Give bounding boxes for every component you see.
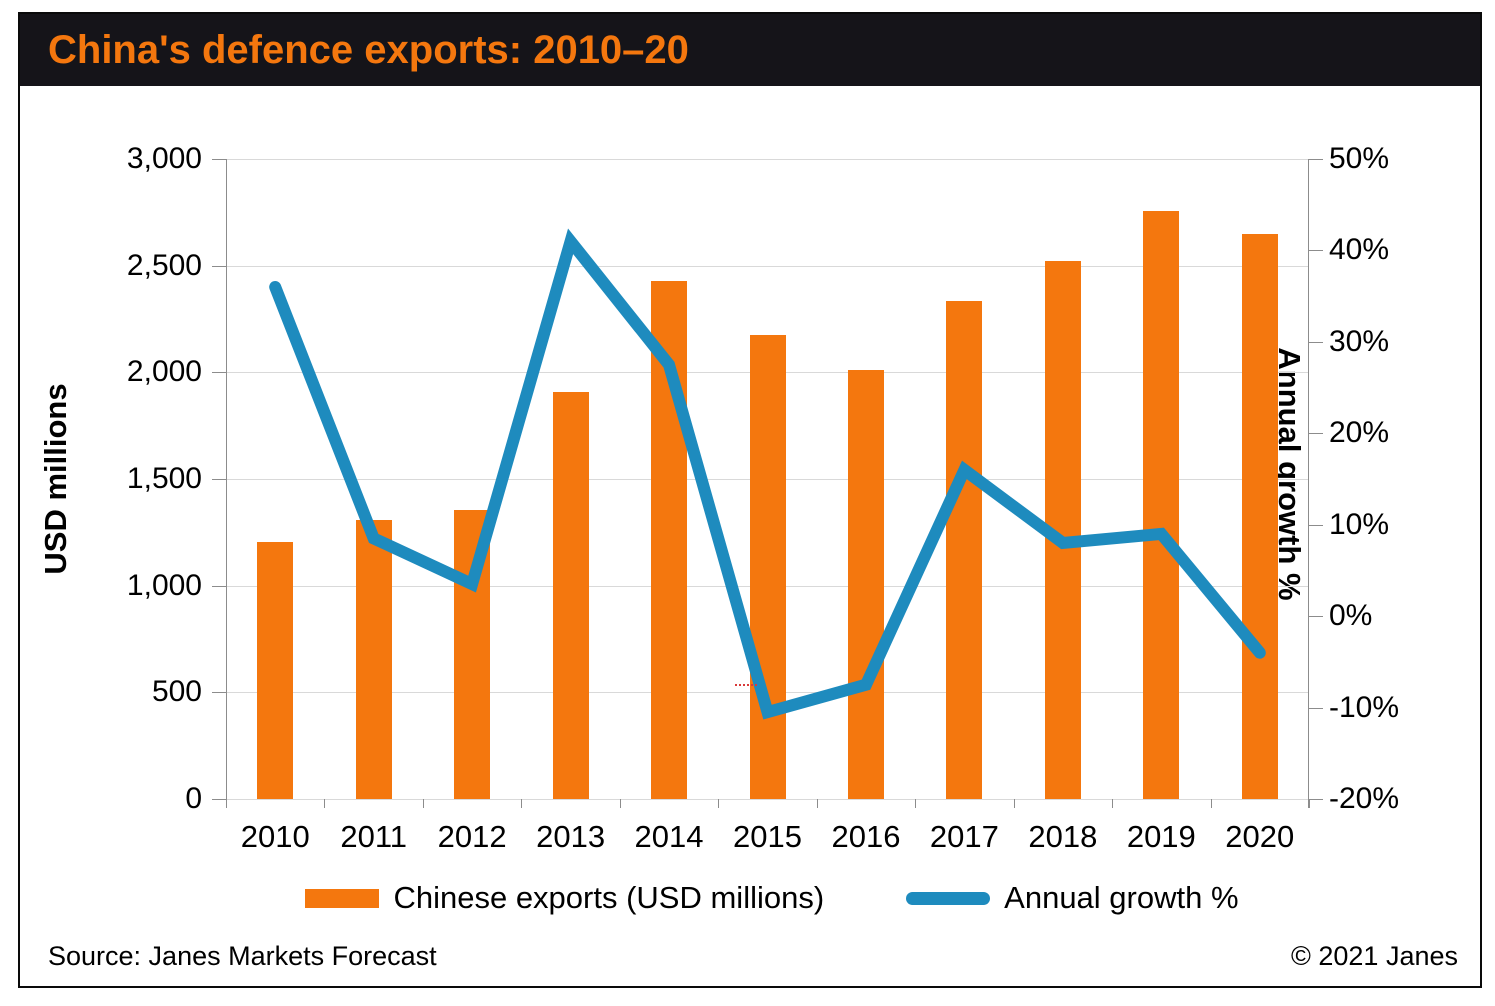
year-label: 2013 (536, 819, 606, 854)
right-axis-tick-label: 40% (1329, 233, 1390, 267)
left-axis-tick (212, 159, 226, 160)
legend: Chinese exports (USD millions) Annual gr… (42, 880, 1495, 916)
x-axis-tick (422, 799, 424, 808)
left-axis-tick-label: 0 (185, 782, 202, 815)
year-label: 2019 (1126, 819, 1196, 854)
plot-area: 3,000 2,500 2,000 1,500 1,000 500 0 50% 40% 30% 20… (127, 142, 1399, 854)
x-axis-tick (1309, 799, 1310, 808)
x-axis-tick (1013, 799, 1015, 808)
x-axis-tick (226, 799, 227, 808)
exports-legend-swatch (305, 888, 380, 908)
right-axis-tick (1309, 433, 1323, 435)
right-axis-tick-label: 50% (1329, 142, 1390, 175)
right-axis-tick (1309, 341, 1323, 343)
year-label: 2020 (1225, 819, 1295, 854)
left-axis-tick-label: 1,000 (126, 568, 202, 602)
growth-line-chart (269, 228, 1266, 720)
legend-item-exports: Chinese exports (USD millions) (305, 880, 824, 916)
year-label: 2010 (240, 819, 310, 854)
right-axis-tick-label: 30% (1329, 324, 1390, 358)
growth-legend-label: Annual growth % (1004, 880, 1239, 915)
left-axis-tick-label: 2,000 (126, 355, 202, 389)
right-axis-line (1308, 159, 1309, 808)
year-label: 2016 (831, 819, 901, 854)
right-axis-tick-label: -10% (1329, 690, 1400, 724)
year-label: 2015 (733, 819, 802, 854)
year-label: 2017 (929, 819, 999, 854)
export-bar (1241, 233, 1278, 799)
left-axis-tick (212, 479, 226, 480)
export-bar (257, 541, 294, 799)
year-label: 2012 (437, 819, 507, 854)
gridline (226, 799, 1309, 800)
left-axis-tick-label: 2,500 (126, 248, 202, 282)
export-bar (1143, 211, 1180, 799)
export-bar (847, 370, 884, 799)
x-axis-tick (915, 799, 917, 808)
source-note: Source: Janes Markets Forecast (48, 941, 437, 971)
export-bar (946, 300, 983, 799)
x-axis-tick (1112, 799, 1114, 808)
chart-title: China's defence exports: 2010–20 (48, 27, 689, 72)
left-axis-tick (212, 265, 226, 267)
x-axis-tick (324, 799, 326, 808)
x-axis-tick (1210, 799, 1212, 808)
export-bar (552, 391, 589, 799)
year-label: 2011 (340, 819, 408, 854)
left-axis-tick (212, 799, 226, 800)
chart-frame: China's defence exports: 2010–20 USD mil… (18, 12, 1482, 988)
x-axis-tick (718, 799, 720, 808)
left-axis-tick (212, 585, 226, 587)
left-axis-line (226, 159, 227, 808)
annual-growth-line (269, 228, 1266, 720)
x-axis-tick (619, 799, 621, 808)
legend-item-growth: Annual growth % (906, 880, 1239, 916)
year-label: 2018 (1028, 819, 1098, 854)
right-axis-tick-label: 20% (1329, 416, 1390, 450)
right-axis-tick (1309, 250, 1323, 252)
right-axis-tick-label: 0% (1329, 599, 1373, 633)
left-axis-tick (212, 692, 226, 694)
title-bar: China's defence exports: 2010–20 (20, 14, 1480, 86)
right-axis-tick-label: -20% (1329, 782, 1400, 815)
x-axis-tick (521, 799, 523, 808)
exports-legend-label: Chinese exports (USD millions) (393, 880, 825, 915)
left-axis-tick (212, 372, 226, 374)
export-bar (355, 519, 392, 799)
right-axis-tick (1309, 159, 1323, 160)
right-axis-tick-label: 10% (1329, 507, 1390, 541)
right-axis-tick (1309, 616, 1323, 618)
right-axis-tick (1309, 707, 1323, 709)
left-axis-tick-label: 1,500 (126, 462, 202, 495)
gridline (226, 159, 1309, 160)
footer: Source: Janes Markets Forecast © 2021 Ja… (48, 941, 1458, 972)
x-axis-tick (816, 799, 818, 808)
left-axis-tick-label: 500 (151, 675, 202, 709)
red-dotted-artifact (735, 684, 757, 686)
gridline (226, 265, 1309, 267)
export-bar (749, 335, 786, 799)
copyright-note: © 2021 Janes (1290, 941, 1458, 971)
right-axis-tick (1309, 799, 1323, 800)
right-axis-tick (1309, 524, 1323, 526)
growth-legend-swatch (906, 891, 991, 905)
left-axis-tick-label: 3,000 (126, 142, 202, 175)
year-label: 2014 (634, 819, 704, 854)
